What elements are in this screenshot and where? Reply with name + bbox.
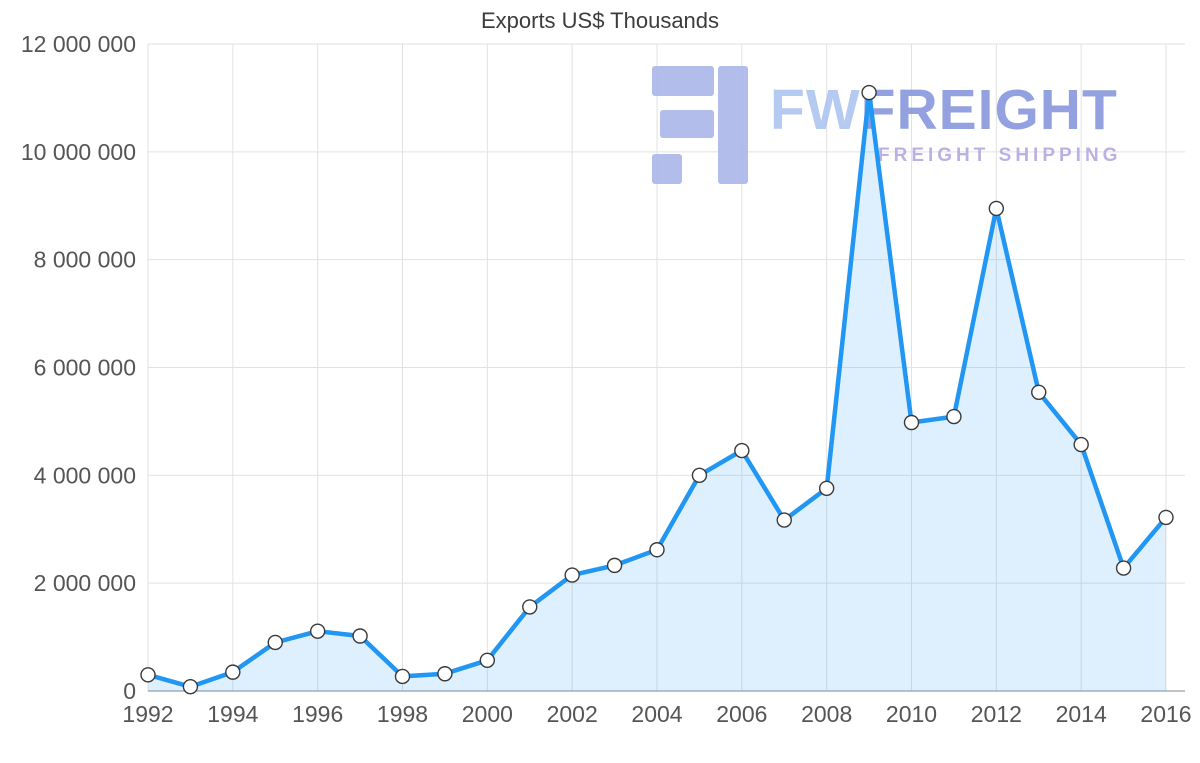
data-point-marker[interactable] (1031, 384, 1047, 401)
data-point-marker[interactable] (946, 408, 962, 425)
x-tick-label: 2006 (716, 701, 767, 727)
data-point-marker[interactable] (182, 678, 199, 695)
y-tick-label: 0 (123, 678, 136, 704)
x-tick-label: 2012 (971, 701, 1022, 727)
data-point-marker[interactable] (861, 84, 877, 101)
x-tick-label: 2002 (547, 701, 598, 727)
data-point-marker[interactable] (1073, 436, 1089, 453)
data-point-marker[interactable] (1115, 560, 1132, 576)
watermark-brand: FWFREIGHT (770, 82, 1121, 139)
data-point-marker[interactable] (522, 599, 538, 615)
watermark-text: FWFREIGHT FREIGHT SHIPPING (770, 66, 1121, 167)
data-point-marker[interactable] (564, 567, 580, 583)
y-tick-label: 12 000 000 (21, 31, 136, 57)
y-tick-label: 8 000 000 (34, 247, 136, 273)
y-tick-label: 10 000 000 (21, 139, 136, 165)
data-point-marker[interactable] (649, 542, 665, 558)
data-point-marker[interactable] (309, 623, 326, 639)
watermark-brand-fw: FW (770, 78, 861, 142)
watermark: FWFREIGHT FREIGHT SHIPPING (652, 66, 1172, 196)
x-tick-label: 1992 (122, 701, 173, 727)
data-point-marker[interactable] (691, 467, 708, 484)
data-point-marker[interactable] (140, 667, 156, 683)
data-point-marker[interactable] (606, 557, 623, 574)
area-fill (148, 92, 1166, 691)
x-tick-label: 1994 (207, 701, 258, 727)
y-tick-label: 2 000 000 (34, 570, 136, 596)
y-tick-label: 4 000 000 (34, 462, 136, 488)
x-tick-label: 2000 (462, 701, 513, 727)
watermark-brand-freight: FREIGHT (860, 78, 1118, 142)
x-tick-label: 2014 (1056, 701, 1107, 727)
data-point-marker[interactable] (818, 480, 835, 496)
y-tick-label: 6 000 000 (34, 355, 136, 381)
x-tick-label: 2008 (801, 701, 852, 727)
data-point-marker[interactable] (734, 442, 750, 459)
fwfreight-logo-icon (652, 66, 748, 184)
data-point-marker[interactable] (1158, 509, 1174, 526)
data-point-marker[interactable] (225, 664, 241, 680)
x-tick-label: 2004 (631, 701, 682, 727)
x-tick-label: 2016 (1140, 701, 1191, 727)
x-tick-label: 2010 (886, 701, 937, 727)
data-point-marker[interactable] (267, 634, 283, 651)
data-point-marker[interactable] (352, 628, 368, 644)
watermark-tagline: FREIGHT SHIPPING (878, 145, 1122, 166)
data-point-marker[interactable] (437, 666, 453, 682)
x-tick-label: 1996 (292, 701, 343, 727)
data-point-marker[interactable] (479, 652, 496, 668)
data-point-marker[interactable] (988, 200, 1005, 217)
data-point-marker[interactable] (776, 512, 792, 528)
data-point-marker[interactable] (394, 668, 411, 685)
x-tick-label: 1998 (377, 701, 428, 727)
chart-title: Exports US$ Thousands (480, 8, 720, 33)
data-point-marker[interactable] (903, 414, 920, 431)
